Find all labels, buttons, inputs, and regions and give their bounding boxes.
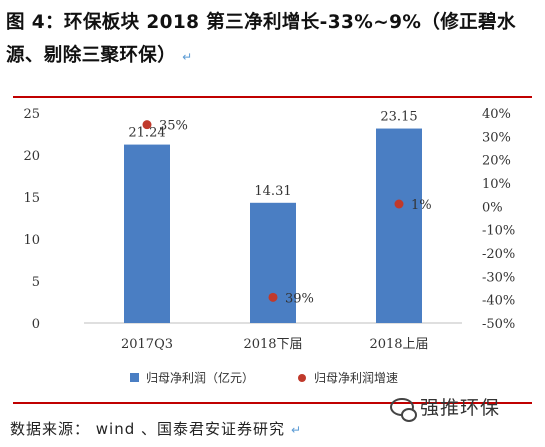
right-axis-tick-label: -30% bbox=[482, 270, 515, 285]
x-axis-tick-label: 2018下届 bbox=[243, 337, 302, 352]
left-axis-tick-label: 10 bbox=[23, 233, 40, 248]
paragraph-mark-icon: ↵ bbox=[291, 423, 303, 437]
right-axis-tick-label: -50% bbox=[482, 317, 515, 332]
bar-profit bbox=[376, 128, 422, 323]
chart-frame bbox=[13, 96, 532, 404]
bar-value-label: 14.31 bbox=[254, 184, 291, 199]
source-note: 数据来源： wind 、国泰君安证券研究 ↵ bbox=[10, 418, 302, 439]
right-axis-tick-label: -20% bbox=[482, 247, 515, 262]
bar-profit bbox=[250, 202, 296, 323]
watermark: 强推环保 bbox=[390, 393, 501, 422]
legend-swatch-growth bbox=[298, 374, 306, 382]
left-axis-tick-label: 0 bbox=[32, 317, 40, 332]
wechat-icon bbox=[390, 397, 417, 422]
right-axis-tick-label: 30% bbox=[482, 130, 511, 145]
bar-value-label: 21.24 bbox=[128, 126, 165, 141]
right-axis-tick-label: 40% bbox=[482, 107, 511, 122]
growth-point bbox=[268, 292, 278, 302]
watermark-text: 强推环保 bbox=[420, 397, 501, 419]
chart-title-text: 图 4：环保板块 2018 第三净利增长-33%~9%（修正碧水源、剔除三聚环保… bbox=[6, 12, 516, 66]
growth-value-label: 39% bbox=[285, 291, 314, 306]
growth-value-label: 1% bbox=[411, 198, 432, 213]
left-axis-tick-label: 25 bbox=[23, 107, 40, 122]
bar-value-label: 23.15 bbox=[380, 110, 417, 125]
growth-value-label: 35% bbox=[159, 119, 188, 134]
right-axis-tick-label: -10% bbox=[482, 224, 515, 239]
left-axis-tick-label: 5 bbox=[32, 275, 40, 290]
growth-point bbox=[142, 120, 152, 130]
legend-label-profit: 归母净利润（亿元） bbox=[146, 370, 254, 385]
right-axis-tick-label: 10% bbox=[482, 177, 511, 192]
paragraph-mark-icon: ↵ bbox=[182, 50, 193, 64]
legend-label-growth: 归母净利润增速 bbox=[314, 371, 398, 385]
legend-swatch-profit bbox=[130, 373, 139, 382]
right-axis-tick-label: 20% bbox=[482, 154, 511, 169]
chart-title: 图 4：环保板块 2018 第三净利增长-33%~9%（修正碧水源、剔除三聚环保… bbox=[6, 6, 538, 74]
source-text: 数据来源： wind 、国泰君安证券研究 bbox=[10, 420, 286, 438]
right-axis-tick-label: 0% bbox=[482, 200, 503, 215]
bar-profit bbox=[124, 144, 170, 323]
x-axis-tick-label: 2017Q3 bbox=[121, 337, 173, 352]
x-axis-tick-label: 2018上届 bbox=[369, 337, 428, 352]
right-axis-tick-label: -40% bbox=[482, 294, 515, 309]
growth-point bbox=[394, 199, 404, 209]
left-axis-tick-label: 20 bbox=[23, 149, 40, 164]
left-axis-tick-label: 15 bbox=[23, 191, 40, 206]
